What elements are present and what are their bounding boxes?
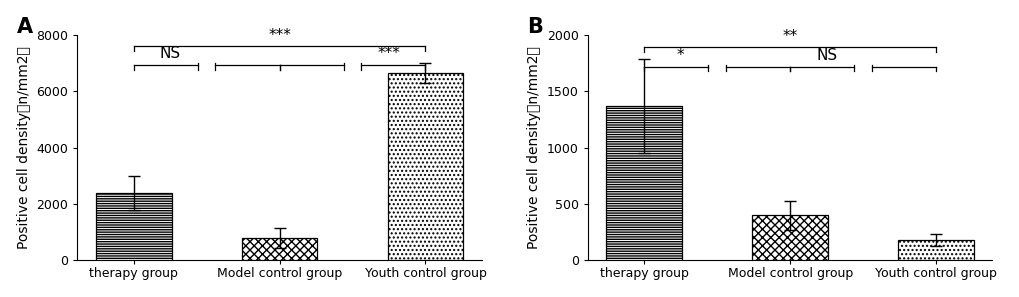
Text: ***: *** [268,28,290,43]
Bar [751,215,827,260]
Bar [605,106,682,260]
Bar [387,73,463,260]
Text: ***: *** [377,46,400,61]
Text: **: ** [782,29,797,44]
Bar [898,240,973,260]
Text: NS: NS [815,48,837,63]
Text: B: B [527,17,542,37]
Text: A: A [16,17,33,37]
Y-axis label: Positive cell density（n/mm2）: Positive cell density（n/mm2） [16,46,31,249]
Text: *: * [677,48,684,63]
Bar [242,238,317,260]
Bar [96,193,171,260]
Y-axis label: Positive cell density（n/mm2）: Positive cell density（n/mm2） [527,46,541,249]
Text: NS: NS [159,46,180,61]
